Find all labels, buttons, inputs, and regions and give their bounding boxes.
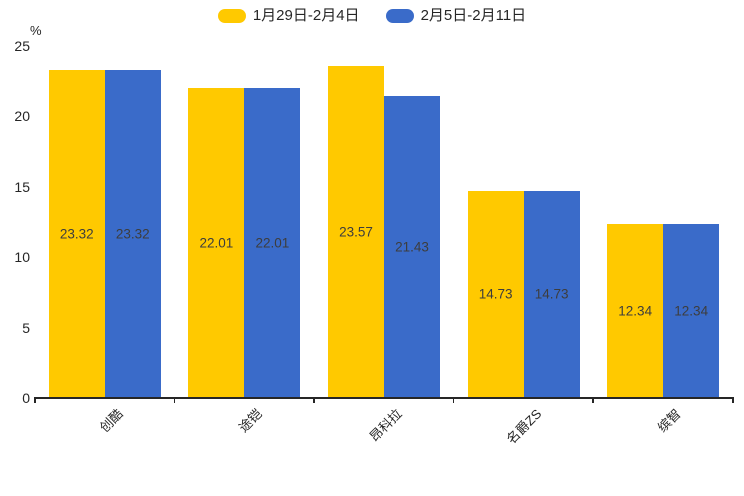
- bar-week1-2: 22.01: [188, 88, 245, 398]
- y-tick-label: 10: [14, 249, 30, 266]
- bar-week1-3: 23.57: [328, 66, 384, 398]
- legend-item-series-1[interactable]: 1月29日-2月4日: [217, 7, 360, 25]
- bar-value-label: 22.01: [255, 235, 290, 251]
- x-tick-label: 昂科拉: [366, 406, 405, 445]
- bar-value-label: 22.01: [199, 235, 234, 251]
- bar-week1-4: 14.73: [467, 190, 524, 398]
- bar-value-label: 14.73: [534, 286, 569, 302]
- x-axis-tick: [173, 398, 176, 403]
- bar-value-label: 12.34: [618, 303, 653, 319]
- x-axis-line: [34, 397, 734, 399]
- bar-week2-2: 22.01: [244, 88, 301, 398]
- bar-week1-5: 12.34: [607, 224, 664, 398]
- legend-swatch-icon: [385, 9, 414, 23]
- bar-value-label: 23.57: [339, 224, 373, 240]
- bar-week2-3: 21.43: [384, 96, 440, 398]
- y-tick-label: 0: [22, 390, 30, 406]
- bar-value-label: 12.34: [674, 303, 709, 319]
- bar-week1-1: 23.32: [48, 69, 105, 398]
- x-axis-tick: [34, 398, 36, 403]
- y-tick-label: 25: [14, 38, 30, 54]
- y-tick-label: 20: [14, 108, 30, 125]
- bar-value-label: 23.32: [115, 226, 150, 242]
- y-tick-label: 5: [22, 319, 30, 336]
- chart-legend: 1月29日-2月4日 2月5日-2月11日: [0, 7, 744, 25]
- bar-value-label: 14.73: [478, 286, 513, 302]
- bar-value-label: 23.32: [59, 226, 94, 242]
- x-tick-label: 创酷: [96, 406, 126, 436]
- legend-item-series-2[interactable]: 2月5日-2月11日: [385, 7, 527, 25]
- x-axis-tick: [313, 398, 315, 403]
- x-axis-tick: [452, 398, 455, 403]
- bar-week2-4: 14.73: [523, 190, 580, 398]
- x-axis-tick: [732, 398, 734, 403]
- bar-week2-1: 23.32: [104, 69, 161, 398]
- y-axis-unit-label: %: [30, 23, 42, 38]
- y-tick-label: 15: [14, 178, 30, 195]
- legend-label: 2月5日-2月11日: [420, 7, 527, 24]
- legend-swatch-icon: [217, 9, 246, 23]
- bar-value-label: 21.43: [395, 239, 429, 255]
- x-axis-tick: [592, 398, 594, 403]
- bar-week2-5: 12.34: [663, 224, 720, 398]
- x-tick-label: 途铠: [236, 406, 266, 436]
- x-tick-label: 名爵ZS: [503, 406, 545, 447]
- x-tick-label: 缤智: [654, 406, 684, 436]
- legend-label: 1月29日-2月4日: [252, 7, 360, 24]
